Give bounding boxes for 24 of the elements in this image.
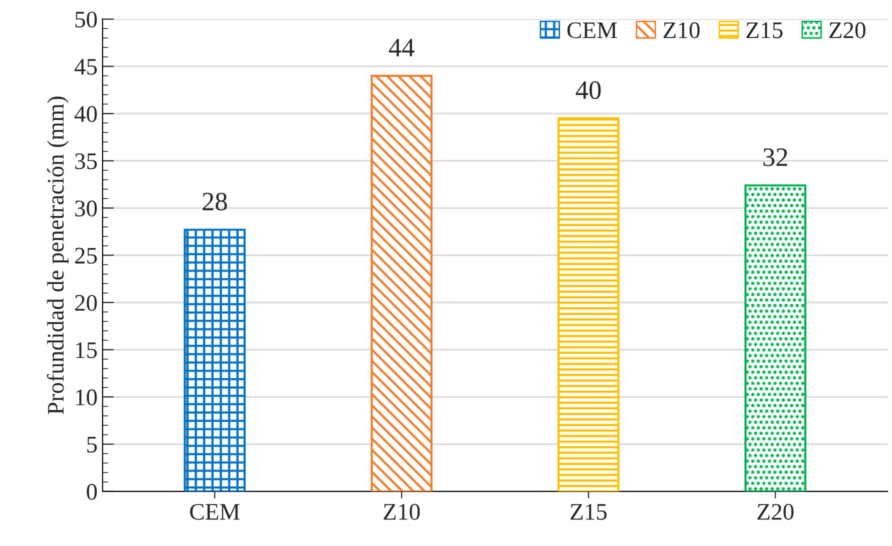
y-tick-label: 25 [75,248,97,264]
y-tick-label: 40 [74,106,97,122]
data-label: 32 [763,148,788,166]
x-tick-label: Z10 [384,504,420,520]
y-axis-title: Profundidad de penetración (mm) [46,96,69,414]
y-tick-label: 30 [75,200,97,216]
y-tick-label: 0 [86,484,97,500]
legend-label: Z15 [746,22,782,38]
legend-label: Z10 [664,22,700,38]
legend-label: Z20 [829,22,866,38]
y-tick-label: 10 [76,389,97,406]
data-label: 28 [202,192,227,210]
data-label: 40 [576,81,601,100]
y-tick-label: 20 [75,294,97,311]
x-tick-label: Z15 [570,504,607,520]
legend-label: CEM [567,22,617,38]
y-tick-label: 45 [74,58,97,75]
y-tick-label: 15 [76,342,97,358]
data-label: 44 [388,38,414,56]
x-tick-label: CEM [190,504,240,520]
y-tick-label: 35 [75,153,97,170]
x-tick-label: Z20 [758,504,794,520]
y-tick-label: 50 [75,12,97,28]
y-tick-label: 5 [87,436,97,453]
